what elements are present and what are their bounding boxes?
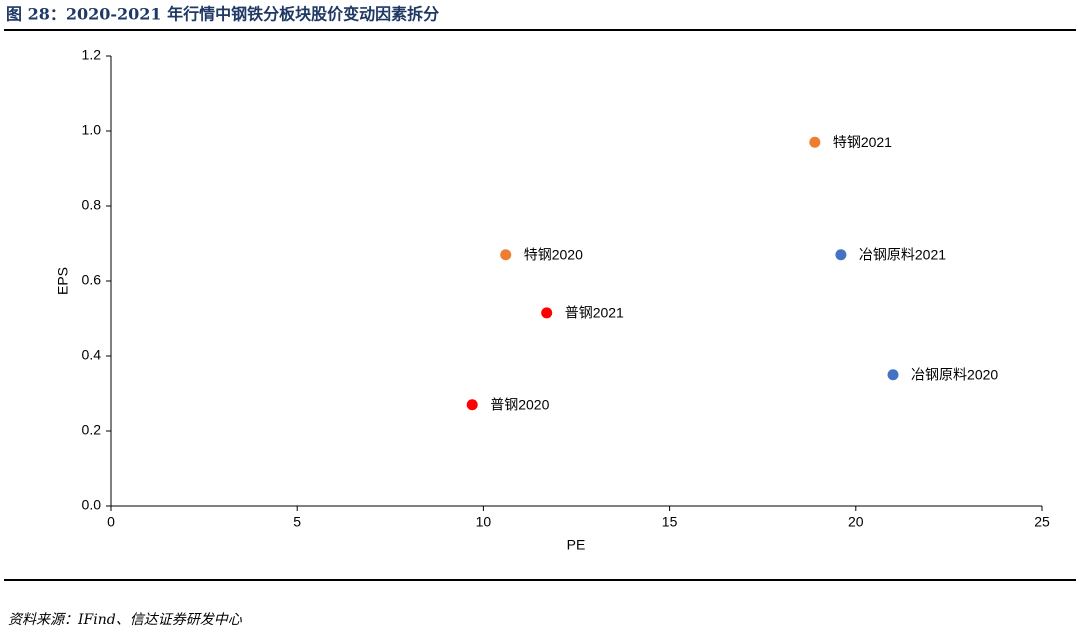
x-tick-label: 10: [476, 514, 492, 530]
x-tick-label: 25: [1034, 514, 1050, 530]
point: [835, 249, 847, 261]
point: [809, 136, 821, 148]
x-tick-label: 20: [848, 514, 864, 530]
point-label: 特钢2021: [833, 134, 892, 150]
y-tick-label: 0.2: [82, 422, 102, 438]
chart-title: 图 28：2020-2021 年行情中钢铁分板块股价变动因素拆分: [6, 5, 439, 24]
y-axis-label: EPS: [55, 267, 71, 295]
x-tick-label: 5: [293, 514, 301, 530]
point-label: 冶钢原料2021: [859, 246, 946, 262]
point-label: 冶钢原料2020: [911, 366, 998, 382]
y-tick-label: 1.2: [82, 47, 102, 63]
x-tick-label: 0: [107, 514, 115, 530]
point-label: 特钢2020: [524, 246, 583, 262]
x-axis-label: PE: [567, 537, 586, 553]
y-tick-label: 0.4: [82, 347, 102, 363]
y-tick-label: 0.8: [82, 197, 102, 213]
point-label: 普钢2020: [490, 396, 549, 412]
point: [887, 369, 899, 381]
x-tick-label: 15: [662, 514, 678, 530]
source: 资料来源：IFind、信达证券研发中心: [8, 612, 243, 628]
point: [466, 399, 478, 411]
y-tick-label: 0.0: [82, 497, 102, 513]
y-tick-label: 0.6: [82, 272, 102, 288]
y-tick-label: 1.0: [82, 122, 102, 138]
point: [541, 307, 553, 319]
point-label: 普钢2021: [565, 305, 624, 321]
point: [500, 249, 512, 261]
